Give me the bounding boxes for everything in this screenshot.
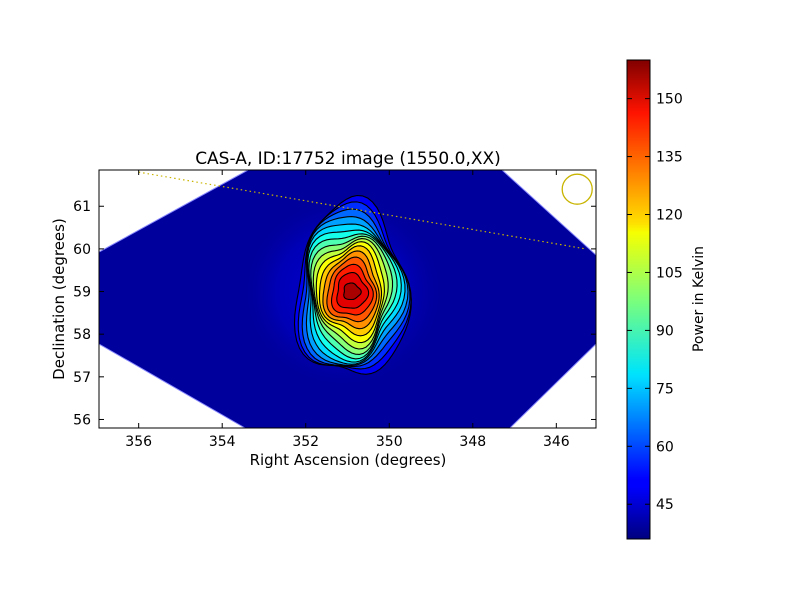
contour-ring bbox=[343, 282, 362, 301]
x-tick-label: 356 bbox=[125, 434, 152, 450]
x-axis: 356 354 352 350 348 346 bbox=[125, 170, 570, 450]
beam-circle bbox=[561, 173, 593, 205]
y-tick-label: 60 bbox=[73, 242, 91, 258]
colorbar bbox=[626, 59, 651, 540]
y-axis-label: Declination (degrees) bbox=[50, 218, 68, 380]
y-tick-label: 61 bbox=[73, 199, 91, 215]
colorbar-tick-label: 135 bbox=[656, 150, 683, 166]
y-axis: 56 57 58 59 60 61 bbox=[73, 199, 596, 428]
colorbar-ticks: 45 60 75 90 105 120 135 150 bbox=[627, 92, 683, 513]
x-tick-label: 352 bbox=[292, 434, 319, 450]
y-tick-label: 56 bbox=[73, 412, 91, 428]
y-tick-label: 58 bbox=[73, 327, 91, 343]
y-tick-label: 57 bbox=[73, 370, 91, 386]
x-tick-label: 350 bbox=[376, 434, 403, 450]
colorbar-tick-label: 105 bbox=[656, 265, 683, 281]
colorbar-tick-label: 90 bbox=[656, 323, 674, 339]
x-tick-label: 354 bbox=[209, 434, 236, 450]
contour-group bbox=[293, 194, 412, 375]
plot-area bbox=[99, 170, 596, 428]
chart-title: CAS-A, ID:17752 image (1550.0,XX) bbox=[195, 149, 501, 169]
x-tick-label: 346 bbox=[543, 434, 570, 450]
colorbar-tick-label: 60 bbox=[656, 439, 674, 455]
colorbar-tick-label: 75 bbox=[656, 381, 674, 397]
x-tick-label: 348 bbox=[459, 434, 486, 450]
y-tick-label: 59 bbox=[73, 285, 91, 301]
colorbar-tick-label: 120 bbox=[656, 208, 683, 224]
x-axis-label: Right Ascension (degrees) bbox=[250, 451, 447, 469]
colorbar-tick-label: 150 bbox=[656, 92, 683, 108]
colorbar-label: Power in Kelvin bbox=[691, 246, 707, 352]
colorbar-tick-label: 45 bbox=[656, 497, 674, 513]
axes-frame bbox=[98, 169, 597, 429]
